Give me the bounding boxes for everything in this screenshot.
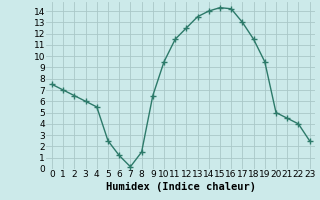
X-axis label: Humidex (Indice chaleur): Humidex (Indice chaleur) — [106, 182, 256, 192]
